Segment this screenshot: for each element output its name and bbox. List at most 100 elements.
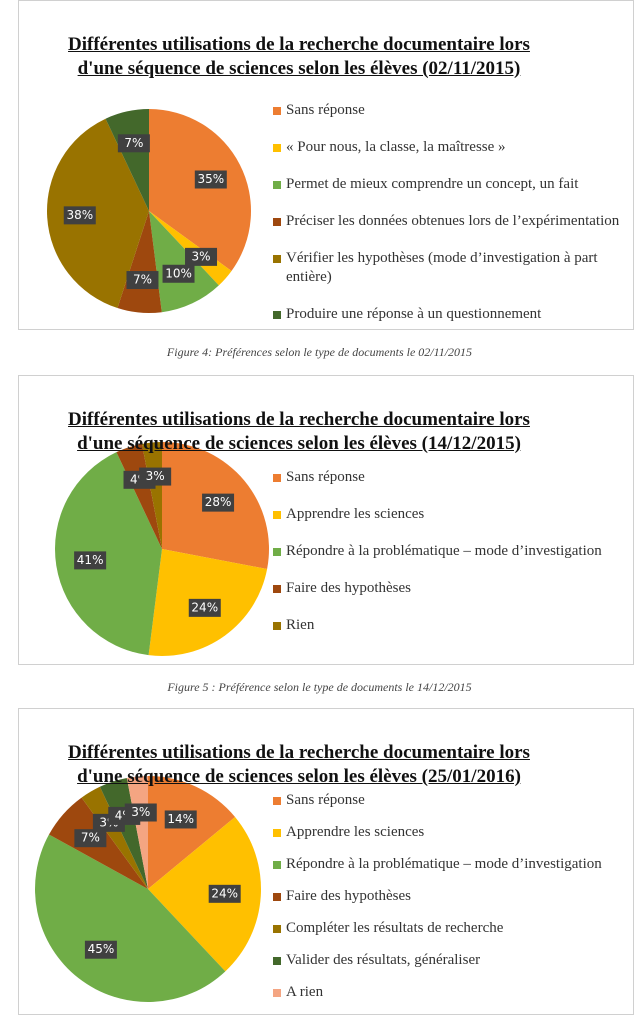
label-bg — [188, 598, 221, 617]
data-label: 35% — [197, 172, 224, 186]
chart-box: 28%24%41%4%3%Différentes utilisations de… — [18, 375, 634, 665]
data-label: 24% — [191, 600, 218, 614]
label-bg — [74, 551, 107, 570]
label-bg — [126, 271, 159, 290]
pie-slice — [149, 211, 219, 313]
legend-label: Vérifier les hypothèses (mode d’investig… — [286, 250, 598, 285]
label-bg — [194, 170, 227, 189]
data-label: 28% — [205, 495, 232, 509]
label-bg — [74, 829, 107, 848]
caption: Figure 5 : Préférence selon le type de d… — [167, 680, 472, 694]
pie-chart: 28%24%41%4%3% — [55, 442, 269, 656]
legend-item: Répondre à la problématique – mode d’inv… — [273, 542, 639, 561]
legend-swatch — [273, 893, 281, 901]
legend-item: Sans réponse — [273, 468, 639, 487]
data-label: 3% — [192, 249, 211, 263]
legend-label: A rien — [286, 984, 324, 1000]
data-label: 14% — [167, 812, 194, 826]
legend-swatch — [273, 255, 281, 263]
pie-slice — [148, 776, 236, 889]
legend-swatch — [273, 989, 281, 997]
pie-slice — [81, 786, 148, 889]
data-label: 7% — [81, 831, 100, 845]
legend-label: Apprendre les sciences — [286, 506, 425, 522]
legend-swatch — [273, 861, 281, 869]
label-bg — [164, 810, 197, 829]
pie-slice — [149, 109, 251, 271]
legend-item: Faire des hypothèses — [273, 887, 639, 906]
label-bg — [84, 940, 117, 959]
legend-item: Sans réponse — [273, 101, 639, 120]
chart-title: Différentes utilisations de la recherche… — [68, 34, 530, 79]
legend-item: Valider des résultats, généraliser — [273, 951, 639, 970]
legend-item: Rien — [273, 616, 639, 635]
legend-label: Rien — [286, 617, 315, 633]
legend-swatch — [273, 218, 281, 226]
legend-item: Faire des hypothèses — [273, 579, 639, 598]
legend-swatch — [273, 548, 281, 556]
legend-swatch — [273, 957, 281, 965]
legend-swatch — [273, 181, 281, 189]
label-bg — [117, 134, 150, 153]
legend-swatch — [273, 474, 281, 482]
data-label: 10% — [165, 266, 192, 280]
pie-slice — [148, 816, 261, 972]
legend-label: Répondre à la problématique – mode d’inv… — [286, 543, 602, 559]
label-bg — [124, 803, 157, 822]
data-label: 24% — [211, 886, 238, 900]
legend-item: Compléter les résultats de recherche — [273, 919, 639, 938]
pie-slice — [35, 834, 226, 1002]
pie-slice — [55, 452, 162, 656]
legend-label: « Pour nous, la classe, la maîtresse » — [286, 139, 506, 155]
legend: Sans réponse Apprendre les sciences Répond… — [273, 468, 639, 635]
chart-title: Différentes utilisations de la recherche… — [68, 409, 530, 454]
data-label: 3% — [146, 469, 165, 483]
legend-label: Compléter les résultats de recherche — [286, 920, 504, 936]
legend-item: Apprendre les sciences — [273, 505, 639, 524]
legend-label: Sans réponse — [286, 792, 365, 808]
pie-slice — [116, 443, 162, 549]
pie-slice — [47, 118, 149, 309]
data-label: 3% — [131, 805, 150, 819]
legend-item: Répondre à la problématique – mode d’inv… — [273, 855, 639, 874]
legend-label: Sans réponse — [286, 102, 365, 118]
legend-swatch — [273, 585, 281, 593]
legend-item: Préciser les données obtenues lors de l’… — [273, 212, 639, 231]
legend-swatch — [273, 511, 281, 519]
pie-slice — [99, 778, 148, 889]
chart-box: 35% 3% 10% 7% 38% 7% Différentes utilisations … — [18, 0, 634, 330]
label-bg — [202, 493, 235, 512]
chart-title: Différentes utilisations de la recherche… — [68, 742, 530, 787]
data-label: 41% — [77, 553, 104, 567]
legend-swatch — [273, 925, 281, 933]
legend-item: Apprendre les sciences — [273, 823, 639, 842]
legend-swatch — [273, 622, 281, 630]
legend-swatch — [273, 107, 281, 115]
label-bg — [139, 467, 172, 486]
chart-box: 14%24%45%7%3%4%3%Différentes utilisation… — [18, 708, 634, 1015]
legend-item: Sans réponse — [273, 791, 639, 810]
legend-label: Valider des résultats, généraliser — [286, 952, 481, 968]
label-bg — [185, 247, 218, 266]
legend-label: Préciser les données obtenues lors de l’… — [286, 213, 620, 229]
legend-swatch — [273, 797, 281, 805]
pie-chart: 14%24%45%7%3%4%3% — [35, 776, 261, 1002]
legend-swatch — [273, 144, 281, 152]
legend-item: Vérifier les hypothèses (mode d’investig… — [273, 249, 639, 287]
label-bg — [63, 206, 96, 225]
legend: Sans réponse « Pour nous, la classe, la m… — [273, 101, 639, 324]
data-label: 38% — [66, 208, 93, 222]
data-label: 45% — [88, 942, 115, 956]
legend-label: Faire des hypothèses — [286, 888, 411, 904]
legend-label: Faire des hypothèses — [286, 580, 411, 596]
label-bg — [208, 884, 241, 903]
legend-label: Produire une réponse à un questionnement — [286, 306, 542, 322]
legend-swatch — [273, 311, 281, 319]
legend-label: Répondre à la problématique – mode d’inv… — [286, 856, 602, 872]
legend-item: Produire une réponse à un questionnement — [273, 305, 639, 324]
legend-item: « Pour nous, la classe, la maîtresse » — [273, 138, 639, 157]
caption: Figure 4: Préférences selon le type de d… — [166, 345, 473, 359]
legend-item: Permet de mieux comprendre un concept, u… — [273, 175, 639, 194]
data-label: 7% — [124, 136, 143, 150]
